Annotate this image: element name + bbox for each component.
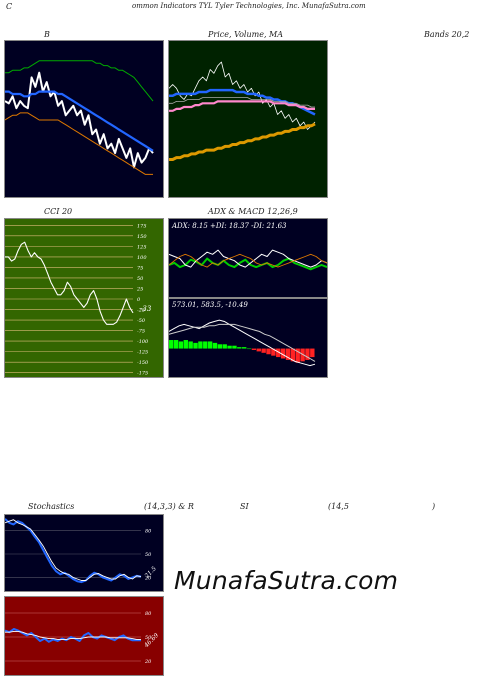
y-tick-label: -50 bbox=[137, 318, 146, 324]
macd-histogram-bar bbox=[227, 345, 232, 349]
rsi-close-label: ) bbox=[432, 502, 436, 511]
bollinger-panel bbox=[4, 40, 164, 198]
macd-panel: 573.01, 583.5, -10.49 bbox=[168, 298, 328, 378]
y-tick-label: 75 bbox=[137, 265, 143, 271]
macd-histogram-bar bbox=[188, 341, 193, 349]
y-tick-label: 20 bbox=[144, 659, 152, 665]
rsi-rsi-line bbox=[5, 628, 141, 643]
macd-histogram-bar bbox=[300, 348, 305, 362]
y-tick-label: 175 bbox=[137, 223, 147, 229]
adx-minus_di-line bbox=[169, 253, 327, 268]
y-tick-label: 50 bbox=[145, 635, 152, 641]
macd-histogram-bar bbox=[242, 347, 247, 349]
price_volume_ma-price-line bbox=[169, 61, 316, 130]
macd-histogram-bar bbox=[290, 348, 296, 362]
macd-histogram-bar bbox=[295, 348, 300, 363]
stochastics-chart: 80 50 20 bbox=[5, 518, 152, 584]
y-tick-label: 25 bbox=[136, 286, 143, 292]
y-tick-label: 125 bbox=[137, 244, 147, 250]
macd-readout: 573.01, 583.5, -10.49 bbox=[172, 301, 248, 309]
macd-histogram-bar bbox=[261, 348, 266, 353]
rsi-rsi_avg-line bbox=[5, 630, 141, 640]
page-title: ommon Indicators TYL Tyler Technologies,… bbox=[132, 2, 366, 10]
price_volume_ma-ma_orange_long-line bbox=[169, 122, 316, 161]
bollinger-upper-line bbox=[5, 60, 154, 102]
stochastics-d-line bbox=[5, 519, 142, 581]
stochastics-label: Stochastics bbox=[28, 502, 75, 511]
macd-histogram-bar bbox=[193, 342, 198, 349]
rsi-chart: 80 50 20 bbox=[5, 611, 152, 665]
macd-histogram-bar bbox=[266, 348, 271, 355]
stochastics-params-label: (14,3,3) & R bbox=[144, 502, 194, 511]
macd-histogram-bar bbox=[203, 341, 208, 349]
macd-histogram-bar bbox=[222, 344, 227, 349]
macd-histogram-bar bbox=[232, 345, 237, 349]
macd-signal-line bbox=[169, 323, 316, 362]
cci-panel: 175 150 125 100 75 50 25 0 -25 -50 -75 -100 -125 -150… bbox=[4, 218, 164, 378]
bollinger-middle-line bbox=[5, 90, 154, 152]
header-left-char: C bbox=[6, 2, 13, 11]
price-ma-chart bbox=[169, 61, 316, 161]
macd-histogram-bar bbox=[173, 340, 179, 349]
y-tick-label: -75 bbox=[137, 329, 145, 335]
rsi-params-label: (14,5 bbox=[328, 502, 349, 511]
adx-macd-label: ADX & MACD 12,26,9 bbox=[208, 207, 298, 216]
y-tick-label: -25 bbox=[137, 308, 145, 314]
macd-histogram-bar bbox=[246, 348, 252, 350]
macd-histogram-bar bbox=[237, 347, 242, 349]
macd-histogram-bar bbox=[207, 341, 213, 349]
cci-value-label: -33 bbox=[140, 305, 152, 313]
macd-histogram-bar bbox=[256, 348, 261, 352]
macd-histogram-bar bbox=[305, 348, 310, 360]
bands-label: Bands 20,2 bbox=[424, 30, 470, 39]
cci-cci-line bbox=[5, 241, 134, 325]
y-tick-label: -100 bbox=[137, 339, 149, 345]
cci-chart: 175 150 125 100 75 50 25 0 -25 -50 -75 -100 -125 -150… bbox=[5, 223, 149, 377]
macd-histogram-bar bbox=[280, 348, 286, 359]
y-tick-label: -175 bbox=[137, 371, 148, 377]
y-tick-label: 50 bbox=[145, 552, 152, 558]
macd-histogram-bar bbox=[178, 341, 184, 349]
y-tick-label: 50 bbox=[137, 276, 144, 282]
y-tick-label: 150 bbox=[137, 234, 147, 240]
bollinger-chart bbox=[5, 60, 154, 175]
y-tick-label: 80 bbox=[145, 529, 152, 535]
price-ma-panel bbox=[168, 40, 328, 198]
price_volume_ma-ma_pink-line bbox=[169, 100, 315, 112]
stochastics-k-line bbox=[5, 518, 142, 584]
bollinger-label: B bbox=[44, 30, 50, 39]
adx-plus_di-line bbox=[169, 249, 327, 268]
macd-chart bbox=[169, 319, 316, 367]
macd-histogram-bar bbox=[310, 348, 315, 358]
y-tick-label: 80 bbox=[145, 611, 152, 617]
bollinger-price-line bbox=[5, 71, 154, 169]
bollinger-lower-line bbox=[5, 112, 153, 175]
macd-histogram-bar bbox=[212, 342, 218, 349]
price_volume_ma-ma_grey-line bbox=[169, 97, 315, 108]
y-tick-label: 20 bbox=[144, 575, 152, 581]
macd-histogram-bar bbox=[183, 340, 188, 349]
macd-histogram-bar bbox=[251, 348, 257, 350]
macd-histogram-bar bbox=[285, 348, 291, 360]
macd-histogram-bar bbox=[271, 348, 276, 356]
y-tick-label: -150 bbox=[137, 360, 149, 366]
adx-readout: ADX: 8.15 +DI: 18.37 -DI: 21.63 bbox=[172, 222, 287, 230]
rsi-panel: 80 50 20 46.69 bbox=[4, 596, 164, 676]
macd-histogram-bar bbox=[217, 344, 223, 349]
y-tick-label: -125 bbox=[137, 350, 148, 356]
adx-chart bbox=[169, 249, 327, 271]
y-tick-label: 0 bbox=[137, 297, 141, 303]
adx-panel: ADX: 8.15 +DI: 18.37 -DI: 21.63 bbox=[168, 218, 328, 298]
macd-histogram-bar bbox=[198, 341, 203, 349]
macd-histogram-bar bbox=[276, 348, 281, 358]
rsi-si-label: SI bbox=[240, 502, 249, 511]
watermark-logo: MunafaSutra.com bbox=[174, 566, 399, 595]
y-tick-label: 100 bbox=[137, 255, 147, 261]
cci-label: CCI 20 bbox=[44, 207, 73, 216]
stochastics-panel: 80 50 20 21.5 bbox=[4, 514, 164, 592]
macd-histogram-bar bbox=[169, 340, 174, 349]
price-ma-label: Price, Volume, MA bbox=[208, 30, 284, 39]
